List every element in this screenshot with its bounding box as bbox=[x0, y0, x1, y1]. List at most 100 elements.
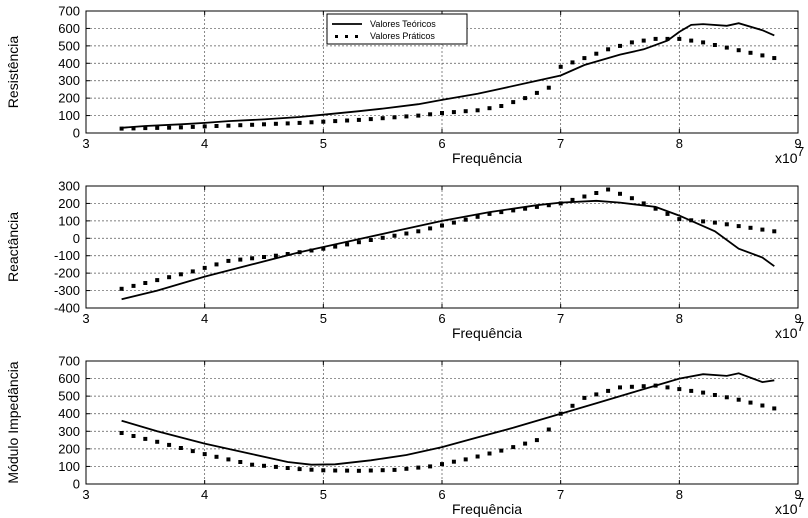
data-point bbox=[333, 119, 338, 124]
y-tick-label: -300 bbox=[54, 283, 80, 298]
data-point bbox=[178, 272, 183, 277]
data-point bbox=[629, 40, 634, 45]
x-axis-label: Frequência bbox=[452, 325, 522, 341]
y-tick-label: 300 bbox=[58, 179, 80, 194]
data-point bbox=[143, 126, 148, 131]
data-point bbox=[641, 384, 646, 389]
data-point bbox=[594, 51, 599, 56]
data-point bbox=[297, 250, 302, 255]
data-point bbox=[582, 395, 587, 400]
data-point bbox=[404, 114, 409, 119]
data-point bbox=[712, 393, 717, 397]
data-point bbox=[285, 466, 290, 470]
x-tick-label: 5 bbox=[320, 136, 327, 151]
x-tick-label: 5 bbox=[320, 487, 327, 502]
data-point bbox=[238, 460, 243, 464]
data-point bbox=[309, 248, 314, 253]
y-tick-label: 500 bbox=[58, 389, 80, 404]
x-tick-label: 6 bbox=[438, 311, 445, 326]
data-point bbox=[487, 106, 492, 111]
data-point bbox=[155, 439, 160, 444]
data-point bbox=[428, 112, 433, 117]
subplot-3: 3 4 5 6 7 8 9 0 100 200 300 400 500 600 700 Frequência x… bbox=[5, 354, 804, 518]
data-point bbox=[724, 395, 729, 400]
data-point bbox=[523, 206, 528, 211]
x-multiplier-exponent: 7 bbox=[797, 495, 804, 510]
data-point bbox=[202, 124, 207, 129]
data-point bbox=[511, 445, 516, 450]
data-point bbox=[760, 403, 765, 408]
data-point bbox=[119, 126, 124, 131]
series-valores-praticos bbox=[119, 383, 777, 473]
y-tick-label: -400 bbox=[54, 301, 80, 316]
data-point bbox=[380, 235, 385, 240]
data-point bbox=[701, 219, 706, 224]
data-point bbox=[511, 100, 516, 105]
x-multiplier-exponent: 7 bbox=[797, 319, 804, 334]
y-tick-label: 700 bbox=[58, 354, 80, 369]
data-point bbox=[368, 117, 373, 122]
data-point bbox=[558, 411, 563, 416]
data-point bbox=[701, 390, 706, 395]
data-point bbox=[214, 124, 219, 128]
data-point bbox=[167, 125, 172, 130]
x-tick-label: 7 bbox=[557, 487, 564, 502]
data-point bbox=[155, 278, 160, 283]
data-point bbox=[392, 467, 397, 472]
x-multiplier-exponent: 7 bbox=[797, 144, 804, 159]
legend-label: Valores Práticos bbox=[370, 31, 435, 41]
axes-frame bbox=[85, 10, 799, 134]
axes-frame bbox=[85, 185, 799, 309]
data-point bbox=[712, 220, 717, 225]
data-point bbox=[618, 385, 622, 390]
y-tick-label: 300 bbox=[58, 424, 80, 439]
y-tick-label: 500 bbox=[58, 38, 80, 53]
data-point bbox=[321, 246, 326, 251]
data-point bbox=[677, 387, 682, 392]
data-point bbox=[178, 446, 183, 450]
data-point bbox=[167, 442, 172, 447]
data-point bbox=[345, 468, 350, 473]
data-point bbox=[356, 468, 361, 473]
data-point bbox=[606, 388, 611, 393]
data-point bbox=[309, 120, 314, 125]
data-point bbox=[736, 48, 741, 53]
data-point bbox=[297, 467, 302, 472]
data-point bbox=[451, 110, 456, 115]
data-point bbox=[262, 463, 266, 468]
data-point bbox=[273, 253, 278, 258]
data-point bbox=[641, 201, 646, 206]
data-point bbox=[724, 222, 729, 227]
data-point bbox=[416, 229, 421, 234]
data-point bbox=[143, 281, 148, 285]
data-point bbox=[250, 462, 255, 467]
data-point bbox=[689, 388, 694, 393]
data-point bbox=[167, 275, 172, 280]
data-point bbox=[404, 231, 409, 236]
data-point bbox=[511, 208, 516, 213]
data-point bbox=[701, 40, 706, 45]
legend-marker-sample bbox=[355, 35, 358, 38]
data-point bbox=[131, 434, 136, 438]
data-point bbox=[368, 238, 373, 242]
data-point bbox=[131, 126, 136, 131]
x-tick-label: 7 bbox=[557, 136, 564, 151]
legend-marker-sample bbox=[335, 35, 338, 38]
y-tick-label: -100 bbox=[54, 248, 80, 263]
x-tick-label: 8 bbox=[676, 311, 683, 326]
data-point bbox=[689, 218, 694, 223]
data-point bbox=[475, 108, 480, 113]
x-tick-label: 4 bbox=[201, 487, 208, 502]
data-point bbox=[345, 118, 350, 123]
y-tick-label: 300 bbox=[58, 73, 80, 88]
data-point bbox=[534, 204, 539, 209]
y-tick-label: 0 bbox=[73, 126, 80, 141]
data-point bbox=[582, 194, 587, 199]
series-valores-praticos bbox=[119, 187, 777, 291]
legend-marker-sample bbox=[345, 35, 348, 38]
series-valores-praticos bbox=[119, 36, 777, 131]
data-point bbox=[440, 111, 444, 115]
data-point bbox=[582, 56, 587, 61]
data-point bbox=[665, 385, 670, 390]
